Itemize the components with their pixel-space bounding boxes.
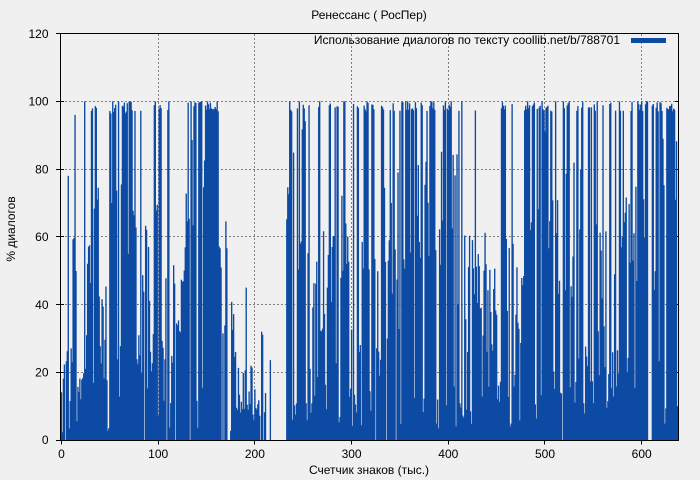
svg-text:0: 0	[42, 433, 49, 447]
svg-text:500: 500	[535, 447, 555, 461]
svg-text:600: 600	[632, 447, 652, 461]
svg-text:100: 100	[28, 95, 48, 109]
svg-text:20: 20	[35, 366, 49, 380]
svg-text:100: 100	[148, 447, 168, 461]
svg-text:Счетчик знаков (тыс.): Счетчик знаков (тыс.)	[309, 463, 429, 477]
svg-text:200: 200	[245, 447, 265, 461]
svg-text:0: 0	[58, 447, 65, 461]
svg-text:300: 300	[342, 447, 362, 461]
svg-text:40: 40	[35, 298, 49, 312]
svg-text:Ренессанс ( РосПер): Ренессанс ( РосПер)	[311, 8, 427, 22]
svg-text:60: 60	[35, 230, 49, 244]
svg-text:% диалогов: % диалогов	[4, 196, 18, 261]
svg-text:80: 80	[35, 162, 49, 176]
svg-text:400: 400	[438, 447, 458, 461]
svg-text:120: 120	[28, 27, 48, 41]
svg-text:Использование диалогов по текс: Использование диалогов по тексту coollib…	[314, 33, 620, 47]
